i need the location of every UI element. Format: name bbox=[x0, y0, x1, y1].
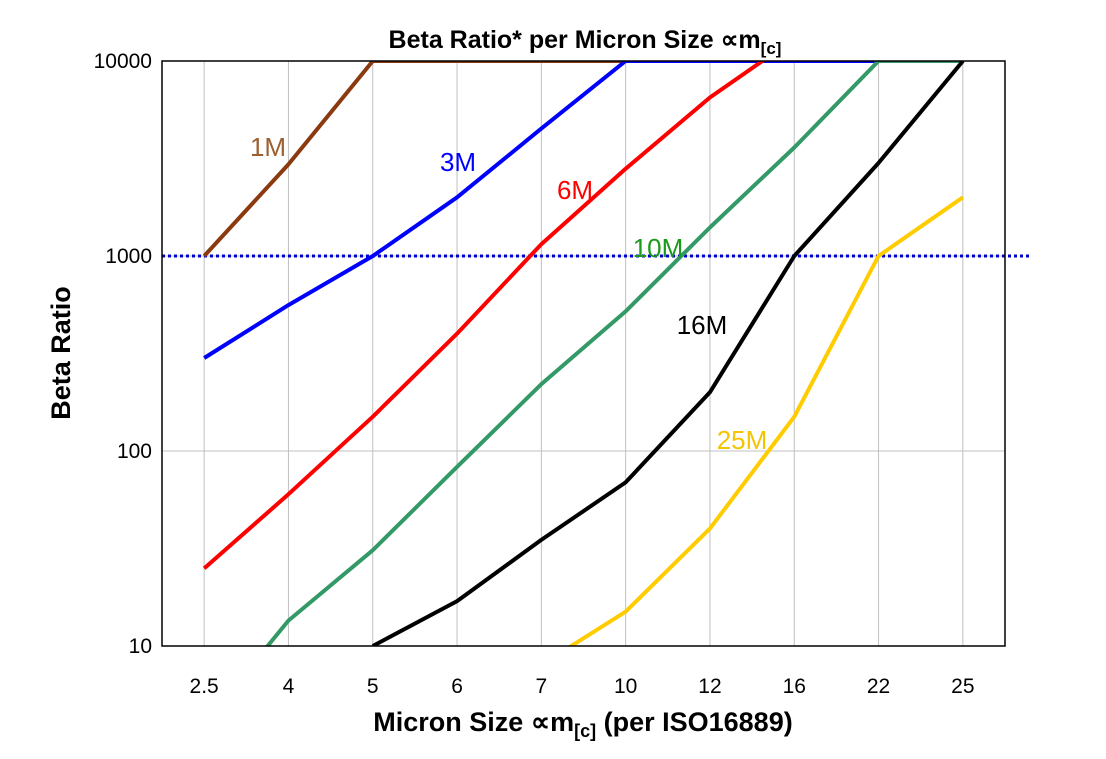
series-label-25M: 25M bbox=[717, 425, 768, 455]
series-line-16M bbox=[371, 61, 965, 646]
x-tick-label: 4 bbox=[283, 675, 295, 698]
x-tick-label: 2.5 bbox=[190, 675, 219, 698]
series-line-6M bbox=[202, 61, 766, 570]
chart-title: Beta Ratio* per Micron Size ∝m[c] bbox=[389, 26, 782, 58]
x-tick-label: 6 bbox=[451, 675, 463, 698]
x-tick-label: 22 bbox=[867, 675, 890, 698]
x-tick-labels: 2.5 4 5 6 7 10 12 16 22 25 bbox=[190, 675, 975, 698]
x-tick-label: 12 bbox=[698, 675, 721, 698]
x-tick-label: 25 bbox=[951, 675, 974, 698]
series-label-10M: 10M bbox=[633, 233, 684, 263]
series-labels: 1M 3M 6M 10M 16M 25M bbox=[250, 132, 767, 455]
y-tick-label: 1000 bbox=[105, 245, 152, 268]
series-line-3M bbox=[203, 61, 879, 360]
x-tick-label: 10 bbox=[614, 675, 637, 698]
grid bbox=[162, 60, 1005, 647]
series-line-1M bbox=[202, 61, 626, 258]
x-tick-label: 16 bbox=[783, 675, 806, 698]
x-tick-label: 5 bbox=[367, 675, 379, 698]
series-label-3M: 3M bbox=[440, 147, 476, 177]
y-tick-label: 100 bbox=[117, 440, 152, 463]
y-tick-label: 10000 bbox=[94, 50, 152, 73]
y-tick-label: 10 bbox=[129, 635, 152, 658]
series-line-10M bbox=[265, 61, 963, 646]
series-line-25M bbox=[567, 195, 965, 646]
x-tick-label: 7 bbox=[536, 675, 548, 698]
plot-frame bbox=[161, 60, 1006, 647]
y-axis-label: Beta Ratio bbox=[46, 286, 76, 420]
series-label-16M: 16M bbox=[677, 310, 728, 340]
y-tick-labels: 10 100 1000 10000 bbox=[94, 50, 152, 658]
series-label-6M: 6M bbox=[557, 175, 593, 205]
series-lines bbox=[202, 61, 965, 646]
x-axis-label: Micron Size ∝m[c] (per ISO16889) bbox=[373, 707, 792, 741]
series-label-1M: 1M bbox=[250, 132, 286, 162]
